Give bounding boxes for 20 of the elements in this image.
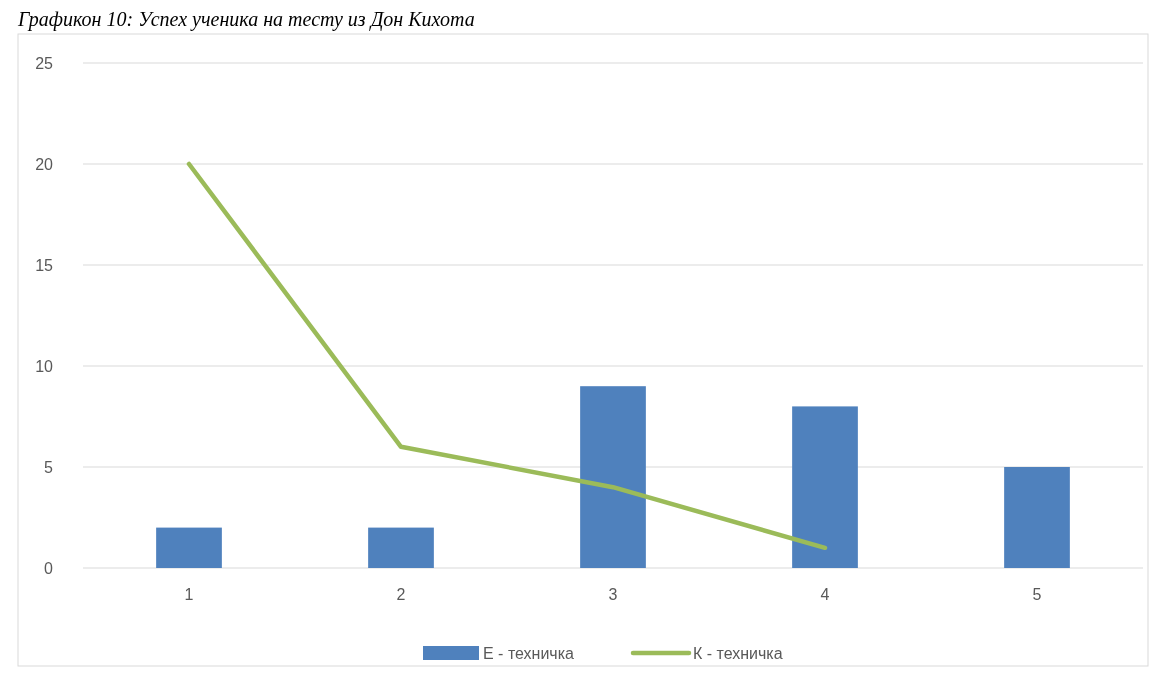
bar xyxy=(792,406,858,568)
y-tick-label: 25 xyxy=(35,54,54,72)
y-tick-label: 5 xyxy=(44,458,54,476)
legend-label: К - техничка xyxy=(693,644,783,662)
bar xyxy=(156,527,222,568)
y-tick-label: 15 xyxy=(35,256,54,274)
line-series xyxy=(186,161,828,551)
x-tick-label: 4 xyxy=(820,586,830,603)
x-tick-label: 3 xyxy=(608,586,618,603)
x-tick-label: 5 xyxy=(1032,586,1042,603)
y-tick-label: 0 xyxy=(44,559,54,577)
y-tick-label: 20 xyxy=(35,155,54,173)
bar xyxy=(580,386,646,568)
x-tick-label: 1 xyxy=(184,586,194,603)
y-tick-label: 10 xyxy=(35,357,54,375)
chart-title: Графикон 10: Успех ученика на тесту из Дон Кихота xyxy=(17,8,475,31)
bar xyxy=(368,527,434,568)
x-tick-label: 2 xyxy=(396,586,406,603)
bar xyxy=(1004,467,1070,568)
legend-label: Е - техничка xyxy=(483,644,575,662)
